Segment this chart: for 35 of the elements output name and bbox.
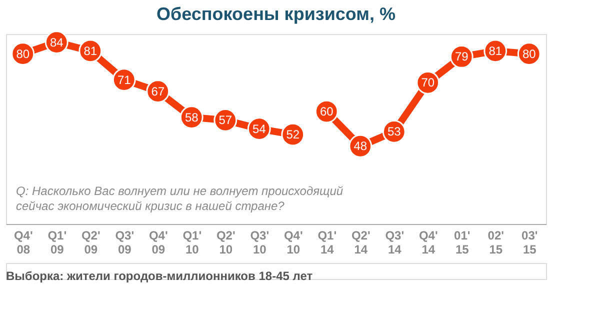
- data-label: 60: [320, 104, 334, 119]
- x-tick-label: Q4' 10: [284, 228, 303, 256]
- data-label: 57: [218, 113, 232, 128]
- data-label: 81: [488, 44, 502, 58]
- x-tick-label: Q4' 08: [14, 228, 33, 256]
- x-tick-label: Q2' 09: [81, 228, 100, 256]
- data-label: 52: [286, 128, 300, 142]
- x-tick-label: 03' 15: [522, 228, 538, 256]
- data-label: 58: [184, 110, 199, 124]
- x-tick-label: Q2' 10: [216, 228, 236, 256]
- text: Q: Насколько Вас волнует или не волнует происходящий сейчас экономический кризис в нашей стране?: [16, 184, 344, 213]
- x-tick-label: Q2' 14: [351, 228, 370, 256]
- x-tick-label: Q3' 14: [385, 228, 404, 256]
- data-label: 81: [84, 44, 98, 58]
- data-label: 48: [354, 139, 368, 154]
- x-tick-label: Q1' 14: [318, 228, 337, 256]
- data-label: 80: [16, 46, 30, 61]
- x-tick-label: Q1' 10: [182, 228, 202, 256]
- text: Выборка: жители городов-миллионников 18-45 лет: [6, 269, 313, 283]
- data-label: 54: [252, 122, 266, 136]
- x-tick-label: 01' 15: [454, 228, 470, 256]
- x-tick-label: Q4' 14: [418, 228, 438, 256]
- x-tick-label: Q3' 09: [115, 228, 134, 256]
- x-tick-label: Q3' 10: [250, 228, 270, 256]
- data-label: 67: [151, 84, 165, 98]
- chart-title: Обеспокоены кризисом, %: [156, 4, 396, 24]
- data-label: 70: [421, 76, 435, 90]
- data-label: 80: [522, 46, 536, 61]
- x-tick-label: Q1' 09: [48, 228, 67, 256]
- x-tick-label: Q4' 09: [148, 228, 168, 256]
- data-label: 71: [117, 72, 132, 87]
- data-label: 79: [454, 50, 469, 64]
- x-tick-label: 02' 15: [488, 228, 504, 256]
- data-label: 84: [50, 35, 64, 50]
- data-label: 53: [387, 124, 402, 139]
